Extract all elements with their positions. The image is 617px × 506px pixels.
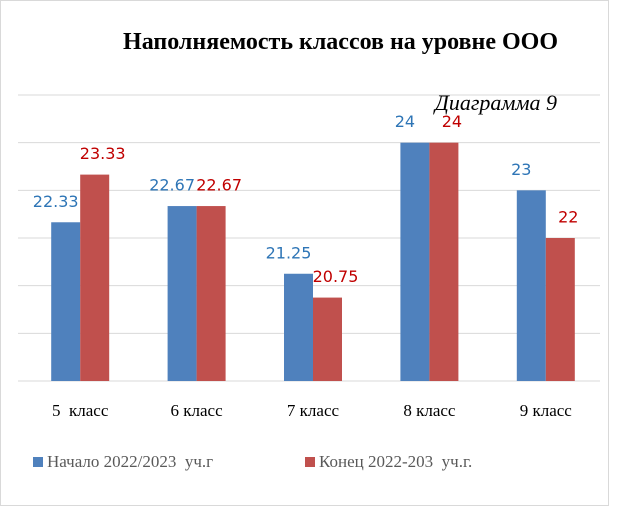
x-tick-label: 9 класс (520, 401, 573, 420)
legend-swatch (33, 457, 43, 467)
bar (429, 142, 459, 381)
chart-subtitle: Диаграмма 9 (434, 90, 557, 115)
data-label: 22.67 (149, 176, 195, 195)
legend-label: Конец 2022-203 уч.г. (319, 452, 472, 471)
bar (400, 142, 430, 381)
data-label: 24 (442, 112, 462, 131)
data-label: 24 (395, 112, 415, 131)
chart-title: Наполняемость классов на уровне ООО (123, 29, 558, 55)
data-label: 22 (558, 208, 578, 227)
bar (284, 273, 313, 381)
x-tick-label: 6 класс (171, 401, 224, 420)
data-label: 22.33 (33, 192, 79, 211)
data-label: 23 (511, 160, 531, 179)
x-tick-label: 8 класс (403, 401, 456, 420)
bar (545, 238, 575, 381)
x-tick-label: 5 класс (52, 401, 109, 420)
bar (516, 190, 546, 381)
legend-swatch (305, 457, 315, 467)
data-label: 20.75 (313, 267, 359, 286)
legend-label: Начало 2022/2023 уч.г (47, 452, 213, 471)
data-label: 21.25 (266, 243, 312, 262)
bar (167, 206, 197, 381)
bar (196, 206, 226, 381)
bar (313, 297, 342, 381)
bar (51, 222, 81, 381)
data-label: 23.33 (80, 144, 126, 163)
data-label: 22.67 (196, 176, 242, 195)
x-tick-label: 7 класс (287, 401, 340, 420)
bar (80, 174, 110, 381)
